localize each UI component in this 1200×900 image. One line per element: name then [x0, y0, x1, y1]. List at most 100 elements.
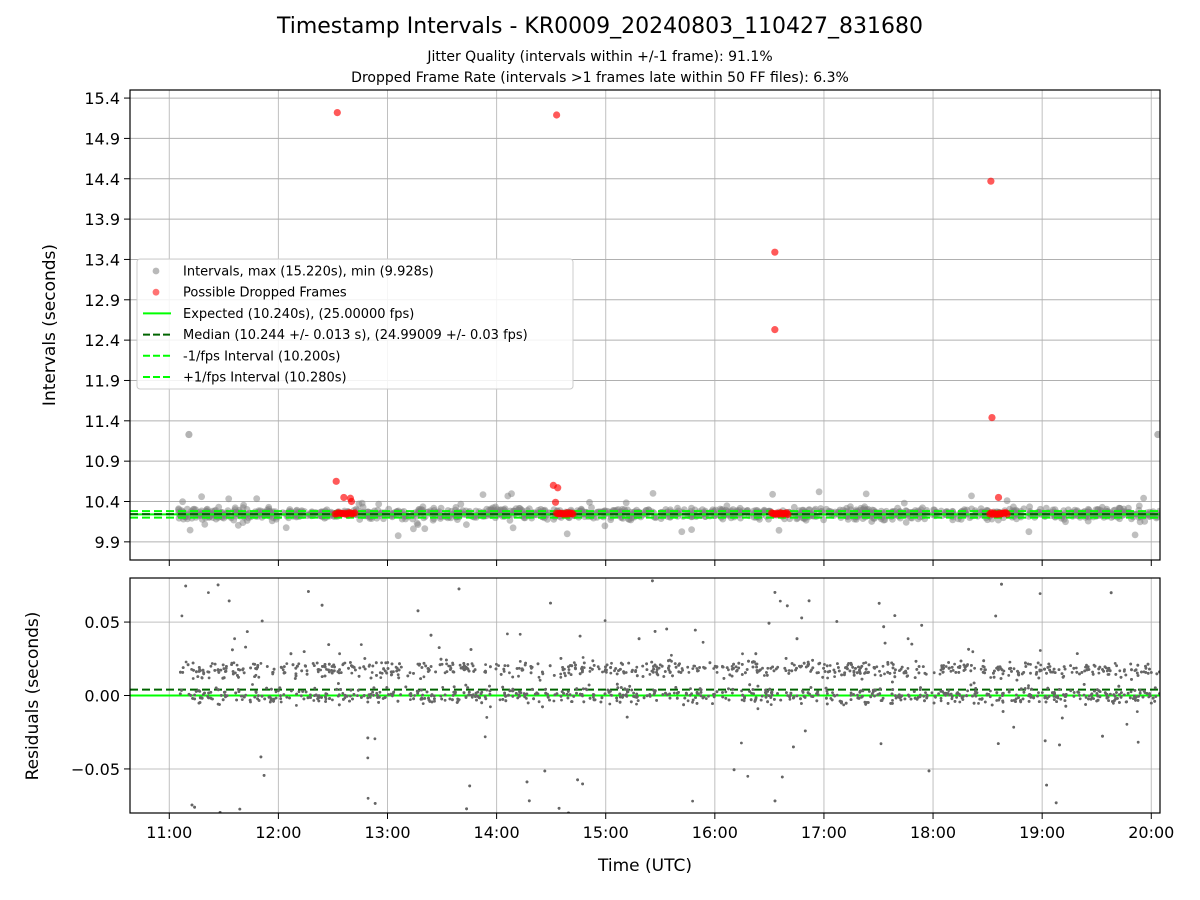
residual-point [904, 671, 908, 675]
residual-point [445, 662, 448, 666]
residual-point [1048, 665, 1052, 668]
residual-point [1021, 697, 1025, 701]
interval-point [877, 515, 885, 523]
interval-point [185, 430, 193, 439]
residual-point [1106, 673, 1110, 676]
residual-point [1054, 801, 1058, 805]
residual-point [253, 695, 257, 699]
residual-point [953, 700, 957, 703]
residual-point [752, 660, 755, 664]
dropped-point [351, 509, 359, 517]
residual-point [1038, 668, 1042, 672]
axes-frames [129, 89, 1161, 814]
residual-point [207, 676, 211, 680]
residual-point [677, 691, 680, 694]
residual-point [533, 692, 537, 696]
residual-point [668, 671, 672, 674]
residual-point [327, 668, 330, 672]
residual-point [259, 755, 263, 759]
interval-point [463, 521, 470, 528]
residual-point [1126, 691, 1130, 695]
residual-point [193, 805, 197, 809]
residual-point [724, 696, 728, 700]
x-tick-label: 16:00 [692, 823, 738, 842]
residual-point [320, 696, 323, 699]
residual-point [207, 670, 211, 674]
interval-point [1098, 503, 1106, 511]
dropped-point [347, 497, 356, 506]
residual-point [826, 676, 829, 680]
residual-point [845, 666, 848, 669]
residual-point [385, 671, 389, 675]
residual-point [997, 698, 1001, 702]
residual-point [744, 671, 747, 675]
residual-point [893, 694, 897, 697]
residual-point [1119, 695, 1123, 699]
residual-point [317, 696, 321, 699]
residual-point [421, 693, 424, 697]
residual-point [1090, 696, 1094, 700]
residual-point [933, 694, 937, 698]
residual-point [698, 666, 701, 669]
residual-point [464, 695, 468, 699]
residual-point [604, 665, 607, 669]
residual-point [1136, 674, 1140, 677]
residual-point [416, 691, 420, 695]
residual-point [356, 688, 360, 692]
residual-point [835, 693, 839, 697]
residual-point [765, 671, 768, 674]
residual-point [198, 668, 202, 671]
residual-point [1010, 670, 1013, 673]
residual-point [592, 695, 595, 699]
residual-point [997, 668, 1000, 672]
residual-point [1084, 665, 1087, 669]
legend-marker [152, 267, 160, 275]
residual-point [866, 701, 870, 704]
residual-point [645, 668, 649, 671]
residual-point [1008, 667, 1012, 671]
residual-point [766, 666, 770, 670]
residual-point [517, 666, 521, 670]
residual-point [498, 698, 502, 702]
residual-point [1105, 696, 1109, 700]
residual-point [815, 671, 819, 675]
residual-point [963, 665, 967, 669]
residual-point [634, 669, 638, 672]
legend-label: -1/fps Interval (10.200s) [183, 349, 340, 364]
residual-point [415, 689, 419, 693]
residual-point [838, 699, 842, 703]
residual-point [536, 662, 540, 666]
intervals-y-axis-label: Intervals (seconds) [40, 244, 60, 406]
residual-point [825, 689, 829, 693]
residual-point [1097, 689, 1101, 693]
interval-point [1131, 531, 1139, 539]
residual-point [1019, 687, 1023, 691]
dropped-point [784, 510, 792, 518]
residual-point [420, 688, 423, 692]
interval-point [790, 503, 798, 511]
residual-point [695, 702, 699, 705]
residual-point [568, 693, 572, 697]
residual-point [527, 799, 531, 803]
residual-point [746, 774, 750, 778]
residual-point [552, 674, 556, 677]
residual-point [832, 668, 836, 672]
interval-point [179, 498, 187, 506]
residual-point [893, 675, 897, 679]
residual-point [882, 625, 886, 629]
residual-point [192, 668, 195, 672]
residual-point [891, 699, 894, 702]
interval-point [489, 504, 497, 512]
residual-point [222, 667, 226, 670]
residual-point [679, 671, 683, 674]
residual-point [1029, 671, 1032, 675]
residual-point [254, 691, 258, 694]
residual-point [504, 699, 508, 703]
residual-point [1046, 666, 1050, 669]
residual-point [1061, 675, 1065, 679]
residual-point [625, 715, 629, 719]
residual-point [372, 686, 376, 690]
residual-point [570, 700, 574, 703]
y-tick-label: −0.05 [71, 760, 120, 779]
residual-point [207, 591, 210, 594]
